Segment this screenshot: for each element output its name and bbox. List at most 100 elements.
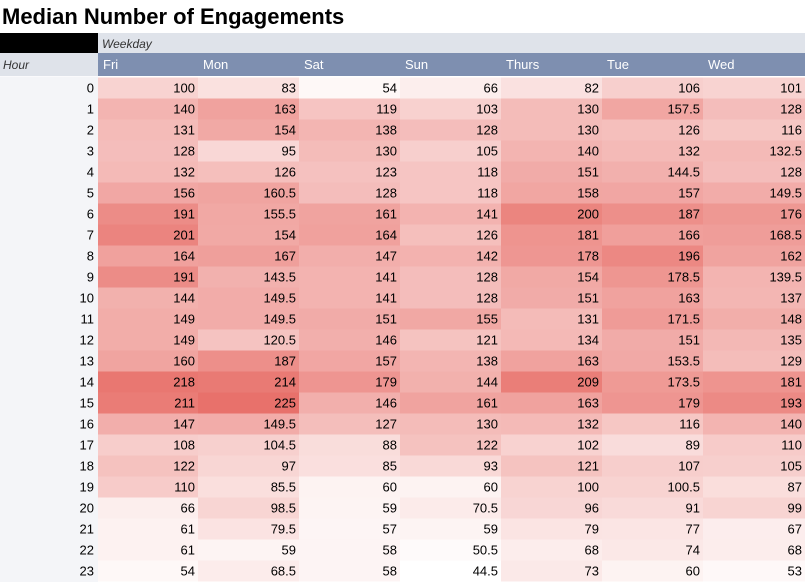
heatmap-cell: [98, 518, 198, 540]
cell-value: 116: [679, 417, 700, 432]
cell-value: 218: [173, 375, 195, 390]
cell-value: 162: [780, 249, 802, 264]
cell-value: 164: [173, 249, 195, 264]
heatmap-cell: [400, 329, 501, 351]
heatmap-cell: [299, 224, 400, 246]
cell-value: 148: [780, 312, 802, 327]
heatmap-cell: [98, 434, 198, 456]
cell-value: 88: [383, 438, 397, 453]
cell-value: 143.5: [263, 270, 296, 285]
cell-value: 134: [577, 333, 599, 348]
column-header-bg: [98, 53, 805, 76]
heatmap-cell: [299, 266, 400, 288]
heatmap-cell: [198, 140, 299, 162]
cell-value: 166: [678, 228, 700, 243]
cell-value: 68: [788, 543, 802, 558]
heatmap-cell: [501, 119, 602, 141]
heatmap-cell: [98, 560, 198, 582]
heatmap-cell: [400, 245, 501, 267]
column-header-wed: Wed: [708, 57, 735, 72]
cell-value: 141: [375, 270, 397, 285]
cell-value: 151: [678, 333, 700, 348]
heatmap-cell: [703, 266, 805, 288]
heatmap-cell: [198, 245, 299, 267]
heatmap-cell: [198, 392, 299, 414]
cell-value: 131: [577, 312, 599, 327]
cell-value: 68.5: [271, 564, 296, 579]
heatmap-cell: [98, 287, 198, 309]
heatmap-cell: [98, 266, 198, 288]
cell-value: 89: [686, 438, 700, 453]
cell-value: 154: [577, 270, 599, 285]
cell-value: 132: [678, 144, 700, 159]
heatmap-cell: [299, 203, 400, 225]
row-field-bg: [0, 53, 98, 76]
cell-value: 130: [577, 123, 599, 138]
heatmap-cell: [98, 476, 198, 498]
heatmap-cell: [400, 518, 501, 540]
cell-value: 130: [476, 417, 498, 432]
row-label: 17: [80, 438, 94, 453]
heatmap-cell: [501, 476, 602, 498]
cell-value: 60: [686, 564, 700, 579]
cell-value: 100: [173, 81, 195, 96]
heatmap-cell: [703, 392, 805, 414]
heatmap-cell: [299, 455, 400, 477]
heatmap-cell: [98, 539, 198, 561]
cell-value: 58: [383, 564, 397, 579]
heatmap-cell: [602, 140, 703, 162]
row-label: 10: [80, 291, 94, 306]
cell-value: 98.5: [271, 501, 296, 516]
cell-value: 132: [173, 165, 195, 180]
column-header-sat: Sat: [304, 57, 324, 72]
cell-value: 118: [477, 165, 498, 180]
row-label: 7: [87, 228, 94, 243]
heatmap-cell: [98, 182, 198, 204]
cell-value: 187: [274, 354, 296, 369]
heatmap-cell: [98, 119, 198, 141]
row-label: 12: [80, 333, 94, 348]
cell-value: 44.5: [473, 564, 498, 579]
cell-value: 110: [174, 480, 195, 495]
column-field-label: Weekday: [102, 37, 153, 51]
heatmap-cell: [602, 392, 703, 414]
cell-value: 142: [476, 249, 498, 264]
heatmap-cell: [400, 560, 501, 582]
cell-value: 126: [678, 123, 700, 138]
heatmap-cell: [299, 371, 400, 393]
cell-value: 196: [678, 249, 700, 264]
heatmap-cell: [198, 77, 299, 99]
heatmap-cell: [501, 224, 602, 246]
heatmap-cell: [400, 161, 501, 183]
cell-value: 59: [383, 501, 397, 516]
heatmap-cell: [299, 413, 400, 435]
cell-value: 147: [173, 417, 195, 432]
heatmap-cell: [703, 518, 805, 540]
heatmap-cell: [98, 350, 198, 372]
cell-value: 141: [476, 207, 498, 222]
cell-value: 132.5: [769, 144, 802, 159]
heatmap-cell: [501, 266, 602, 288]
row-label: 21: [80, 522, 94, 537]
heatmap-cell: [98, 308, 198, 330]
heatmap-cell: [703, 287, 805, 309]
cell-value: 120.5: [263, 333, 296, 348]
cell-value: 160.5: [263, 186, 296, 201]
heatmap-cell: [703, 98, 805, 120]
heatmap-cell: [703, 560, 805, 582]
heatmap-cell: [602, 287, 703, 309]
heatmap-cell: [501, 560, 602, 582]
cell-value: 155.5: [263, 207, 296, 222]
heatmap-cell: [602, 203, 703, 225]
cell-value: 168.5: [769, 228, 802, 243]
cell-value: 110: [781, 438, 802, 453]
heatmap-cell: [400, 392, 501, 414]
heatmap-cell: [602, 266, 703, 288]
heatmap-cell: [299, 560, 400, 582]
heatmap-cell: [98, 497, 198, 519]
heatmap-cell: [501, 140, 602, 162]
heatmap-cell: [98, 392, 198, 414]
cell-value: 119: [376, 102, 397, 117]
heatmap-cell: [98, 371, 198, 393]
heatmap-cell: [602, 476, 703, 498]
